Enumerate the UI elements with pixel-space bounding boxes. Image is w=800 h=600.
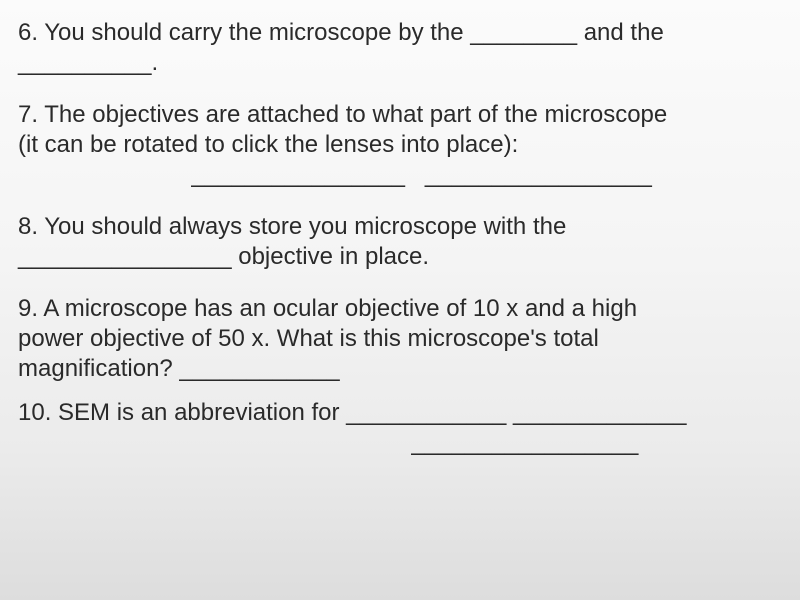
q7-line2: (it can be rotated to click the lenses i… — [18, 130, 782, 160]
question-7: 7. The objectives are attached to what p… — [18, 100, 782, 190]
q9-line1: 9. A microscope has an ocular objective … — [18, 294, 782, 324]
q10-line1: 10. SEM is an abbreviation for _________… — [18, 398, 782, 428]
spacer — [18, 384, 782, 398]
q7-line3: ________________ _________________ — [18, 160, 782, 190]
spacer — [18, 78, 782, 100]
q7-line1: 7. The objectives are attached to what p… — [18, 100, 782, 130]
q9-line2: power objective of 50 x. What is this mi… — [18, 324, 782, 354]
q8-line2: ________________ objective in place. — [18, 242, 782, 272]
spacer — [18, 190, 782, 212]
question-10: 10. SEM is an abbreviation for _________… — [18, 398, 782, 458]
q9-line3: magnification? ____________ — [18, 354, 782, 384]
q8-line1: 8. You should always store you microscop… — [18, 212, 782, 242]
question-9: 9. A microscope has an ocular objective … — [18, 294, 782, 384]
q6-line2: __________. — [18, 48, 782, 78]
q6-line1: 6. You should carry the microscope by th… — [18, 18, 782, 48]
question-8: 8. You should always store you microscop… — [18, 212, 782, 272]
spacer — [18, 272, 782, 294]
question-6: 6. You should carry the microscope by th… — [18, 18, 782, 78]
q10-line2: _________________ — [18, 428, 782, 458]
